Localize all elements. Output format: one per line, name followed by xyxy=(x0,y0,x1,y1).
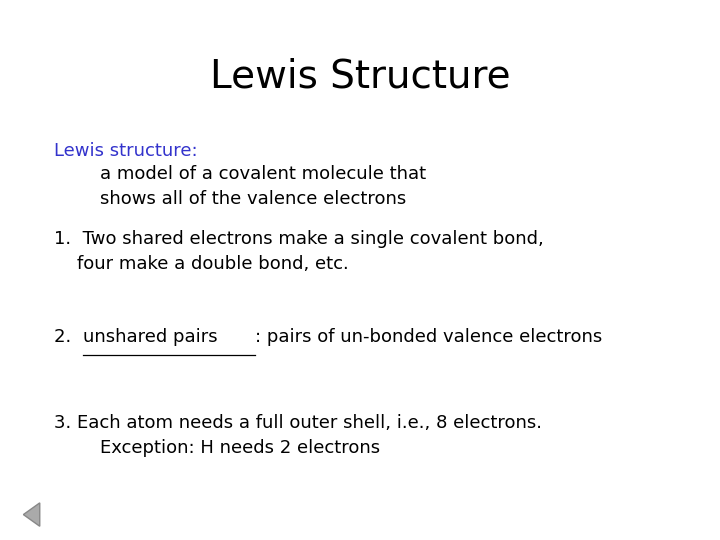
Text: Lewis structure:: Lewis structure: xyxy=(54,143,197,160)
Text: a model of a covalent molecule that
        shows all of the valence electrons: a model of a covalent molecule that show… xyxy=(54,165,426,208)
Text: : pairs of un-bonded valence electrons: : pairs of un-bonded valence electrons xyxy=(255,328,602,347)
Polygon shape xyxy=(23,503,40,526)
Text: unshared pairs: unshared pairs xyxy=(84,328,218,347)
Text: 3. Each atom needs a full outer shell, i.e., 8 electrons.
        Exception: H n: 3. Each atom needs a full outer shell, i… xyxy=(54,414,542,456)
Text: 1.  Two shared electrons make a single covalent bond,
    four make a double bon: 1. Two shared electrons make a single co… xyxy=(54,230,544,273)
Text: 2.: 2. xyxy=(54,328,77,347)
Text: Lewis Structure: Lewis Structure xyxy=(210,57,510,96)
